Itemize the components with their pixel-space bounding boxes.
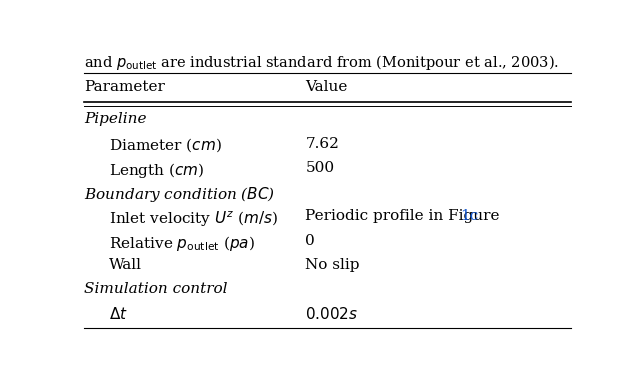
Text: Relative $p_{\mathrm{outlet}}$ ($pa$): Relative $p_{\mathrm{outlet}}$ ($pa$) [109, 233, 255, 253]
Text: Value: Value [306, 80, 347, 94]
Text: Length ($cm$): Length ($cm$) [109, 161, 204, 180]
Text: Inlet velocity $U^z$ ($m/s$): Inlet velocity $U^z$ ($m/s$) [109, 209, 278, 229]
Text: Simulation control: Simulation control [84, 282, 228, 296]
Text: Parameter: Parameter [84, 80, 165, 94]
Text: 1c: 1c [460, 209, 478, 223]
Text: $\Delta t$: $\Delta t$ [109, 306, 127, 322]
Text: and $p_{\mathrm{outlet}}$ are industrial standard from (Monitpour et al., 2003).: and $p_{\mathrm{outlet}}$ are industrial… [84, 53, 559, 73]
Text: Periodic profile in Figure: Periodic profile in Figure [306, 209, 505, 223]
Text: Diameter ($cm$): Diameter ($cm$) [109, 137, 222, 154]
Text: $0.002s$: $0.002s$ [306, 306, 359, 322]
Text: No slip: No slip [306, 258, 359, 272]
Text: 500: 500 [306, 161, 334, 175]
Text: 7.62: 7.62 [306, 137, 339, 151]
Text: 0: 0 [306, 233, 315, 248]
Text: Pipeline: Pipeline [84, 112, 146, 126]
Text: Boundary condition ($BC$): Boundary condition ($BC$) [84, 185, 275, 204]
Text: Wall: Wall [109, 258, 142, 272]
